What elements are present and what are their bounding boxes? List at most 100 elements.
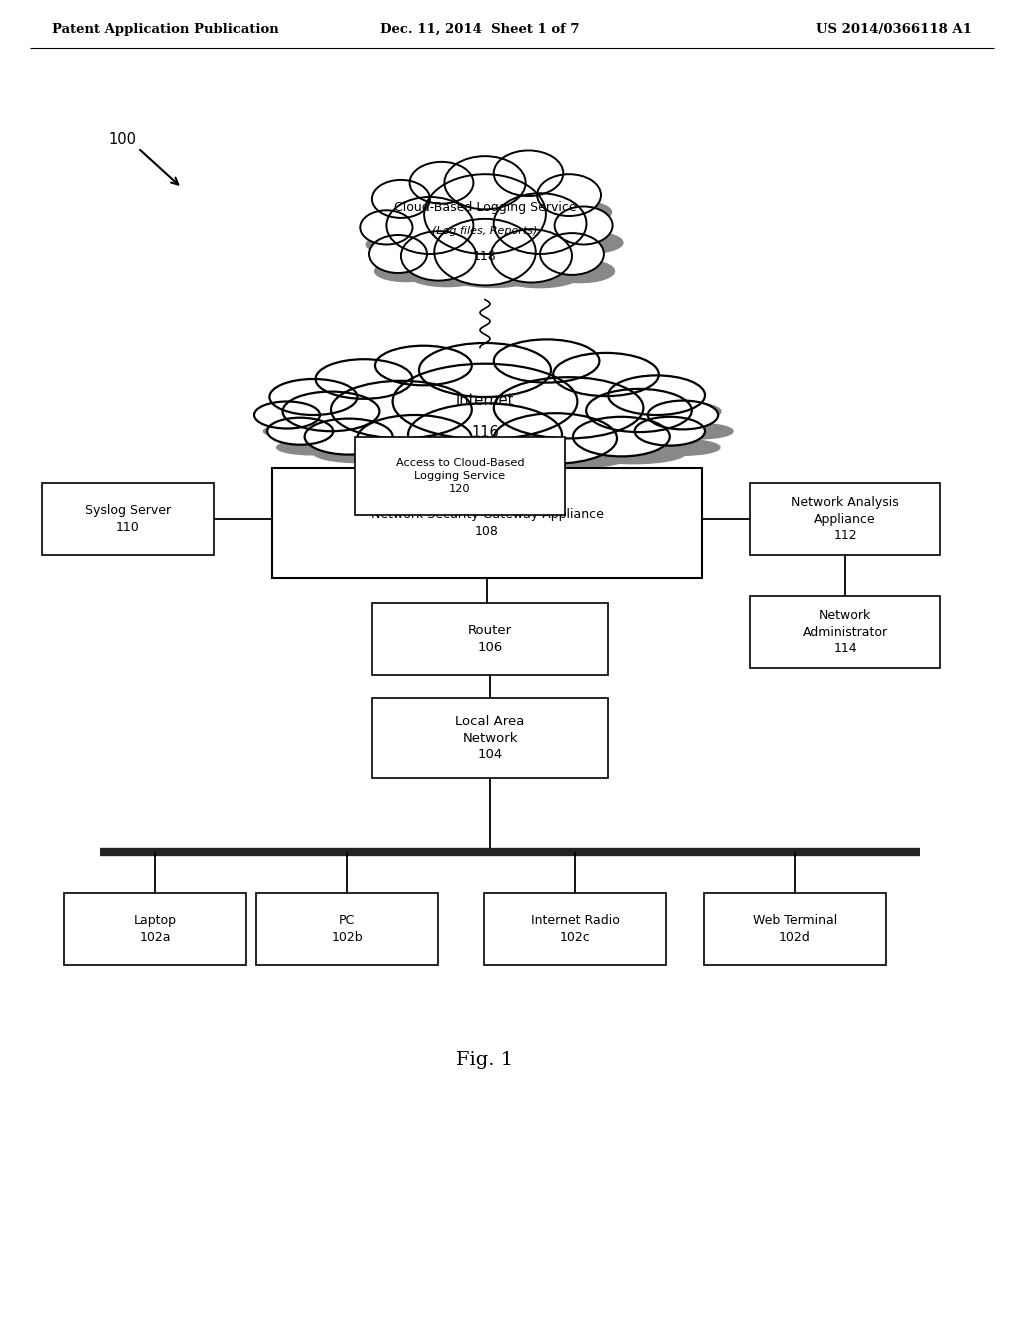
FancyBboxPatch shape	[272, 469, 702, 578]
Text: Syslog Server
110: Syslog Server 110	[85, 504, 171, 533]
Text: 100: 100	[108, 132, 136, 148]
Ellipse shape	[269, 379, 357, 414]
Ellipse shape	[499, 178, 574, 203]
Ellipse shape	[494, 339, 599, 383]
Ellipse shape	[657, 424, 733, 440]
Ellipse shape	[635, 417, 705, 446]
Text: Cloud-Based Logging Service: Cloud-Based Logging Service	[393, 201, 577, 214]
Ellipse shape	[401, 231, 476, 281]
Text: Fig. 1: Fig. 1	[457, 1051, 514, 1069]
Text: PC
102b: PC 102b	[331, 915, 362, 944]
Ellipse shape	[434, 219, 536, 285]
Ellipse shape	[263, 424, 335, 438]
FancyBboxPatch shape	[42, 483, 214, 554]
Ellipse shape	[426, 371, 568, 401]
Ellipse shape	[546, 260, 614, 282]
Ellipse shape	[582, 442, 686, 463]
Text: Network Security Gateway Appliance
108: Network Security Gateway Appliance 108	[371, 508, 603, 537]
FancyBboxPatch shape	[372, 698, 608, 777]
Ellipse shape	[502, 366, 615, 389]
Ellipse shape	[367, 235, 423, 253]
Ellipse shape	[276, 440, 348, 455]
Text: Web Terminal
102d: Web Terminal 102d	[753, 915, 838, 944]
Ellipse shape	[415, 189, 484, 211]
Ellipse shape	[338, 411, 489, 442]
Ellipse shape	[365, 442, 488, 467]
Ellipse shape	[386, 197, 473, 253]
Ellipse shape	[498, 224, 598, 257]
Ellipse shape	[500, 407, 662, 441]
Ellipse shape	[324, 384, 428, 407]
Ellipse shape	[331, 380, 472, 438]
FancyBboxPatch shape	[63, 894, 246, 965]
Ellipse shape	[594, 414, 709, 438]
Ellipse shape	[410, 162, 473, 203]
Text: US 2014/0366118 A1: US 2014/0366118 A1	[816, 22, 972, 36]
Ellipse shape	[561, 379, 675, 403]
FancyBboxPatch shape	[372, 603, 608, 675]
Text: Internet Radio
102c: Internet Radio 102c	[530, 915, 620, 944]
Ellipse shape	[494, 193, 587, 253]
Text: Router
106: Router 106	[468, 624, 512, 653]
Ellipse shape	[494, 413, 617, 463]
FancyBboxPatch shape	[484, 894, 666, 965]
Ellipse shape	[494, 378, 643, 438]
Ellipse shape	[494, 150, 563, 197]
Ellipse shape	[397, 397, 597, 438]
Ellipse shape	[375, 260, 437, 281]
Ellipse shape	[438, 251, 548, 288]
Ellipse shape	[357, 414, 472, 462]
Ellipse shape	[538, 174, 601, 216]
Ellipse shape	[391, 227, 484, 259]
Ellipse shape	[408, 404, 562, 466]
Ellipse shape	[427, 210, 559, 253]
Ellipse shape	[543, 201, 611, 223]
Ellipse shape	[291, 417, 395, 438]
Text: 118: 118	[473, 251, 497, 264]
Ellipse shape	[648, 400, 718, 429]
Text: Local Area
Network
104: Local Area Network 104	[456, 715, 524, 762]
Ellipse shape	[278, 404, 373, 424]
Text: 116: 116	[471, 425, 499, 441]
Ellipse shape	[616, 400, 721, 422]
Ellipse shape	[608, 375, 705, 414]
Text: Network Analysis
Appliance
112: Network Analysis Appliance 112	[792, 496, 899, 543]
Ellipse shape	[304, 418, 392, 454]
Ellipse shape	[560, 232, 623, 253]
Ellipse shape	[414, 434, 581, 469]
FancyBboxPatch shape	[750, 483, 940, 554]
Ellipse shape	[406, 260, 487, 286]
FancyBboxPatch shape	[750, 597, 940, 668]
Ellipse shape	[360, 210, 413, 244]
Ellipse shape	[501, 441, 634, 469]
Ellipse shape	[313, 444, 409, 463]
Ellipse shape	[444, 156, 525, 210]
Ellipse shape	[392, 364, 578, 440]
FancyBboxPatch shape	[705, 894, 886, 965]
Text: Access to Cloud-Based
Logging Service
120: Access to Cloud-Based Logging Service 12…	[395, 458, 524, 494]
Ellipse shape	[496, 259, 584, 288]
Text: (Log files, Reports): (Log files, Reports)	[432, 226, 538, 236]
Ellipse shape	[490, 230, 572, 282]
Ellipse shape	[450, 185, 537, 214]
Ellipse shape	[586, 389, 692, 432]
Ellipse shape	[383, 371, 487, 392]
Text: Patent Application Publication: Patent Application Publication	[52, 22, 279, 36]
Ellipse shape	[378, 206, 440, 227]
Ellipse shape	[424, 174, 546, 253]
Text: Laptop
102a: Laptop 102a	[133, 915, 176, 944]
Ellipse shape	[555, 206, 612, 244]
Ellipse shape	[419, 343, 551, 397]
Ellipse shape	[283, 392, 380, 432]
Ellipse shape	[553, 352, 658, 396]
Ellipse shape	[540, 234, 604, 275]
Ellipse shape	[315, 359, 413, 399]
Text: Internet: Internet	[456, 393, 514, 408]
Text: Dec. 11, 2014  Sheet 1 of 7: Dec. 11, 2014 Sheet 1 of 7	[380, 22, 580, 36]
Ellipse shape	[372, 180, 430, 218]
Ellipse shape	[369, 235, 427, 273]
Text: Network
Administrator
114: Network Administrator 114	[803, 609, 888, 655]
Ellipse shape	[644, 440, 720, 455]
FancyBboxPatch shape	[355, 437, 565, 515]
Ellipse shape	[573, 417, 670, 457]
